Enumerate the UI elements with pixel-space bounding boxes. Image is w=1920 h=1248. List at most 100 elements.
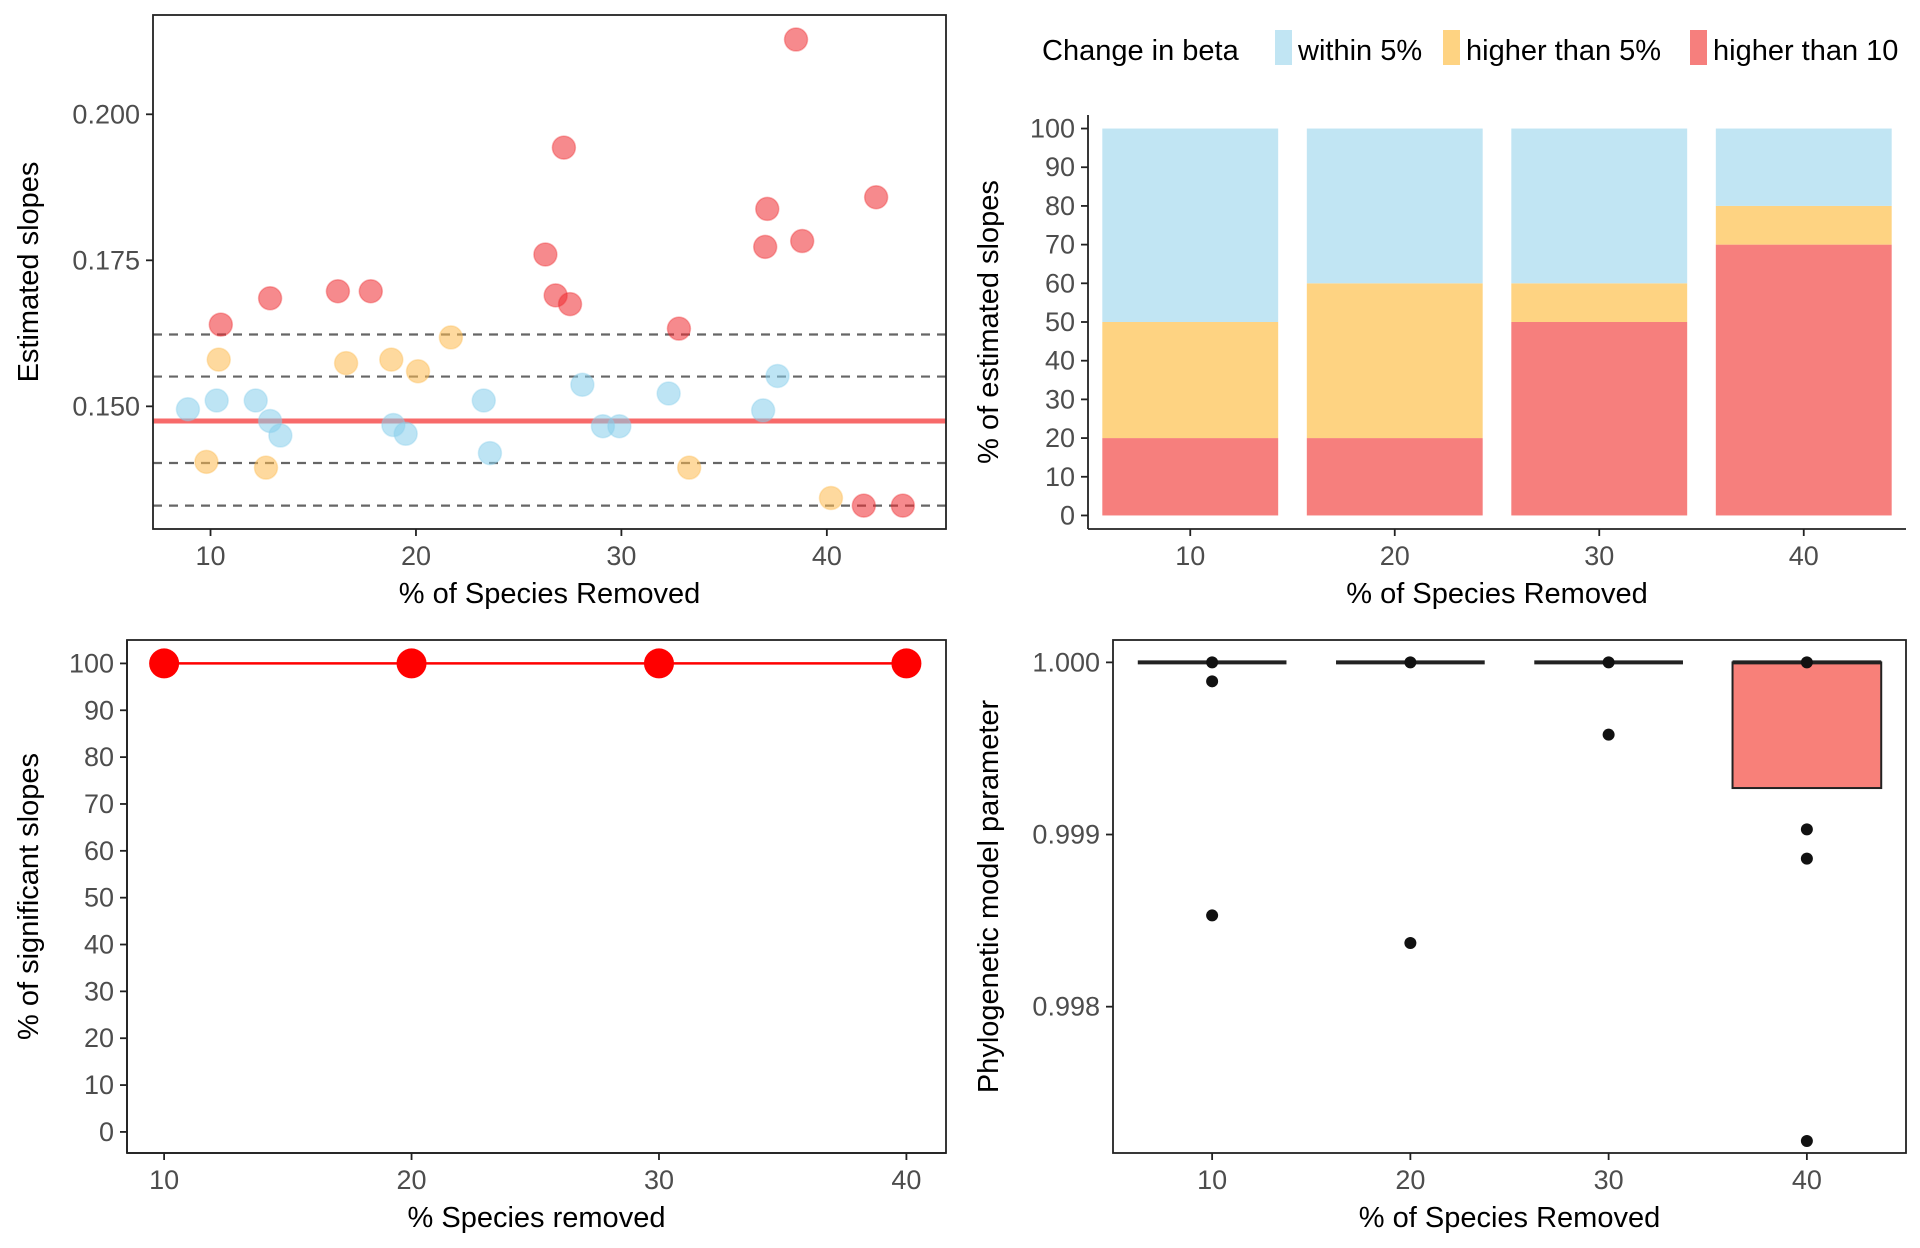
- panel-slopes: 10 20 30 40 0.150 0.175 0.200 % of Species Remo…: [13, 14, 947, 610]
- outlier-point: [1800, 1134, 1813, 1147]
- y-tick-label: 10: [84, 1070, 114, 1100]
- data-point: [396, 648, 427, 679]
- legend-swatch: [1690, 30, 1707, 65]
- data-point: [551, 135, 577, 160]
- data-point: [666, 316, 692, 341]
- data-point: [206, 347, 231, 372]
- bar-segment: [1715, 244, 1892, 516]
- y-tick-label: 50: [84, 883, 114, 913]
- outlier-point: [1206, 675, 1219, 688]
- x-tick-label: 40: [891, 1165, 921, 1195]
- legend-label: higher than 10: [1713, 35, 1898, 67]
- x-tick-label: 20: [401, 541, 431, 571]
- x-tick-label: 30: [644, 1165, 674, 1195]
- x-tick-label: 20: [1395, 1165, 1425, 1195]
- y-axis-label: Phylogenetic model parameter: [973, 699, 1005, 1093]
- legend: Change in beta within 5% higher than 5% hig…: [1042, 30, 1898, 67]
- plot-frame: [152, 14, 947, 530]
- data-point: [149, 648, 180, 679]
- data-point: [752, 234, 778, 260]
- data-point: [204, 388, 229, 413]
- y-tick-label: 30: [1045, 384, 1075, 414]
- y-tick-label: 30: [84, 976, 114, 1006]
- plot-frame: [1112, 639, 1907, 1154]
- data-point: [755, 196, 780, 222]
- data-point: [570, 372, 595, 397]
- outlier-point: [1404, 656, 1417, 669]
- y-tick-label: 60: [84, 836, 114, 866]
- x-tick-label: 10: [149, 1165, 179, 1195]
- data-point: [208, 312, 234, 337]
- y-tick-label: 70: [84, 789, 114, 819]
- x-axis-label: % of Species Removed: [1346, 578, 1647, 610]
- data-point: [656, 381, 681, 406]
- bar-segment: [1715, 128, 1892, 206]
- box-body: [1731, 661, 1883, 790]
- data-point: [765, 363, 790, 389]
- x-tick-label: 10: [1175, 541, 1205, 571]
- legend-swatch: [1443, 30, 1460, 65]
- data-point: [557, 291, 583, 317]
- y-tick-label: 0: [1060, 500, 1075, 530]
- bar-segment: [1511, 322, 1688, 516]
- data-point: [533, 242, 558, 267]
- data-point: [257, 286, 283, 311]
- y-tick-label: 0.200: [72, 99, 140, 129]
- data-point: [676, 455, 702, 480]
- data-point: [268, 423, 293, 448]
- bar-segment: [1306, 283, 1483, 439]
- outlier-point: [1602, 656, 1615, 669]
- y-tick-label: 0.150: [72, 391, 140, 421]
- panel-stacked: 10 20 30 40 0 10 20 30 40 50 60 70 80 90 100 % of Speci…: [973, 114, 1906, 610]
- y-tick-label: 1.000: [1032, 647, 1100, 677]
- data-point: [253, 455, 279, 480]
- panel-significance: 10 20 30 40 0 10 20 30 40 50 60 70 80 90 100 % Species …: [13, 639, 947, 1234]
- data-point: [405, 359, 431, 384]
- data-point: [607, 413, 632, 439]
- data-point: [471, 388, 497, 413]
- bar-segment: [1102, 438, 1279, 516]
- x-tick-label: 40: [812, 541, 842, 571]
- bar-segment: [1102, 128, 1279, 322]
- data-point: [750, 398, 776, 423]
- legend-title: Change in beta: [1042, 35, 1240, 67]
- y-tick-label: 0: [99, 1117, 114, 1147]
- y-tick-label: 90: [84, 695, 114, 725]
- data-point: [891, 648, 922, 679]
- y-tick-label: 0.175: [72, 245, 140, 275]
- data-point: [325, 279, 351, 304]
- x-tick-label: 40: [1789, 541, 1819, 571]
- bar-segment: [1715, 205, 1892, 245]
- outlier-point: [1602, 728, 1615, 741]
- data-point: [789, 228, 815, 254]
- outlier-point: [1404, 936, 1417, 949]
- x-tick-label: 40: [1792, 1165, 1822, 1195]
- legend-label: higher than 5%: [1466, 35, 1661, 67]
- data-point: [851, 493, 877, 518]
- x-tick-label: 10: [195, 541, 225, 571]
- y-axis-label: Estimated slopes: [13, 162, 45, 383]
- data-point: [438, 325, 464, 350]
- data-point: [783, 27, 809, 52]
- y-tick-label: 40: [1045, 346, 1075, 376]
- data-point: [643, 648, 674, 679]
- data-point: [333, 350, 359, 376]
- y-axis-label: % of significant slopes: [13, 753, 45, 1040]
- bar-segment: [1306, 128, 1483, 284]
- bar-segment: [1511, 283, 1688, 322]
- x-axis-label: % of Species Removed: [1359, 1202, 1660, 1234]
- data-point: [863, 184, 889, 210]
- y-tick-label: 0.999: [1032, 820, 1100, 850]
- outlier-point: [1206, 909, 1219, 922]
- outlier-point: [1800, 852, 1813, 865]
- data-point: [194, 449, 219, 475]
- x-axis-label: % of Species Removed: [399, 578, 700, 610]
- bar-segment: [1306, 438, 1483, 516]
- y-tick-label: 20: [84, 1023, 114, 1053]
- panel-phylo: 10 20 30 40 0.998 0.999 1.000 % of Species Remo…: [973, 639, 1907, 1234]
- y-axis-label: % of estimated slopes: [973, 180, 1005, 464]
- x-tick-label: 30: [1594, 1165, 1624, 1195]
- data-point: [358, 279, 384, 304]
- y-tick-label: 50: [1045, 307, 1075, 337]
